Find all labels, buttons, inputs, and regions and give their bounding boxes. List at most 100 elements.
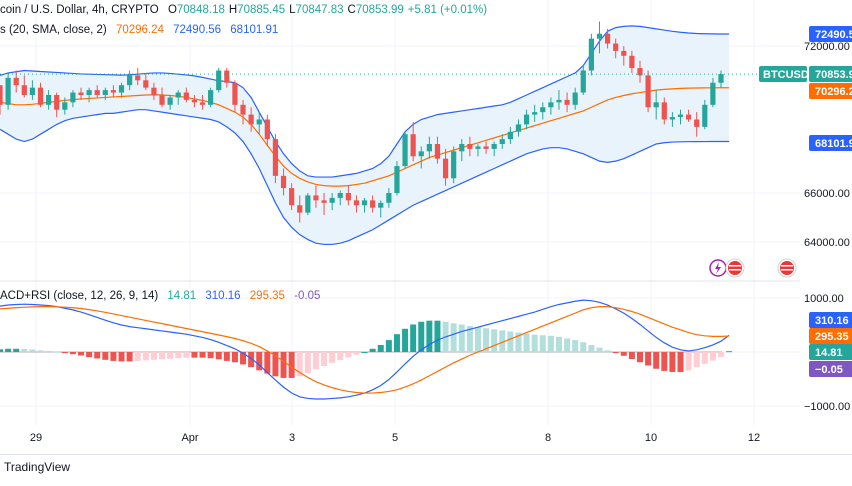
candle — [370, 195, 376, 213]
chart-icons[interactable] — [709, 258, 797, 278]
candle — [183, 87, 189, 103]
histogram-bar — [564, 338, 571, 352]
flag-fill — [728, 261, 742, 275]
price-tag-box — [809, 344, 852, 360]
histogram-bar — [183, 352, 190, 358]
candle — [621, 46, 627, 66]
candle — [46, 90, 52, 110]
histogram-bar — [458, 324, 465, 352]
candle-body — [394, 166, 400, 193]
candle — [548, 97, 554, 115]
histogram-bar — [134, 352, 141, 361]
candle — [62, 97, 68, 115]
histogram-bar — [418, 321, 425, 352]
bb-legend[interactable]: s (20, SMA, close, 2) 70296.24 72490.56 … — [0, 24, 284, 36]
event-icon-group[interactable] — [709, 258, 797, 278]
histogram-bar — [636, 352, 643, 363]
histogram-bar — [434, 320, 441, 352]
candle-body — [661, 102, 667, 120]
candle-body — [515, 124, 522, 132]
bb-upper-value: 72490.56 — [173, 24, 222, 36]
histogram-bar — [410, 324, 417, 352]
close-value: 70853.99 — [355, 4, 404, 16]
candle-body — [370, 200, 376, 208]
price-tick-label: 66000.00 — [804, 188, 850, 200]
time-tick-label: 29 — [30, 432, 42, 444]
candle-body — [175, 92, 181, 98]
candle — [677, 109, 684, 125]
candle-body — [46, 95, 52, 105]
candle — [240, 99, 246, 125]
candle — [199, 95, 206, 110]
histogram-bar — [612, 352, 619, 354]
candle-body — [232, 82, 238, 105]
candle — [353, 195, 360, 213]
candle — [248, 107, 254, 132]
candle — [280, 168, 287, 196]
candle — [532, 104, 538, 122]
histogram-bar — [191, 352, 198, 358]
candle-body — [572, 92, 578, 105]
symbol-tag-box — [759, 66, 807, 82]
candle-body — [596, 33, 603, 39]
brand-footer[interactable]: TradingView — [4, 460, 70, 474]
histogram-bar — [377, 344, 384, 352]
time-tick-label: 8 — [545, 432, 551, 444]
candle-body — [694, 119, 700, 127]
macd-tick-label: 1000.00 — [804, 293, 844, 305]
candle — [661, 97, 667, 125]
candle-body — [305, 195, 311, 213]
candle — [378, 200, 384, 218]
candle-body — [523, 114, 530, 125]
flag-stripe — [781, 269, 793, 271]
candle-body — [442, 158, 449, 179]
candle — [5, 72, 11, 110]
histogram-bar — [53, 351, 60, 353]
histogram-bar — [345, 352, 352, 358]
histogram-bar — [450, 323, 457, 352]
histogram-bar — [531, 334, 538, 352]
candle — [491, 141, 497, 157]
histogram-bar — [499, 330, 506, 352]
candle — [297, 195, 303, 223]
histogram-bar — [61, 352, 68, 354]
candle-body — [353, 200, 360, 206]
candle-body — [143, 80, 149, 88]
macd-legend-name: ACD+RSI (close, 12, 26, 9, 14) — [0, 290, 159, 302]
bb-legend-name: s (20, SMA, close, 2) — [0, 24, 107, 36]
time-tick-label: Apr — [181, 432, 198, 444]
symbol-tag: BTCUSD — [759, 66, 809, 82]
flag-stripe — [781, 265, 793, 267]
macd-legend[interactable]: ACD+RSI (close, 12, 26, 9, 14) 14.81 310… — [0, 290, 326, 302]
candle — [305, 193, 311, 216]
candle-body — [677, 114, 684, 118]
candle-body — [564, 99, 570, 105]
candle-body — [426, 144, 432, 152]
candle-body — [167, 97, 173, 105]
open-value: 70848.18 — [176, 4, 225, 16]
histogram-bar — [321, 352, 328, 367]
rsi-tag: −0.05 — [809, 361, 852, 377]
candle-body — [702, 104, 708, 127]
histogram-bar — [199, 352, 206, 358]
candle-body — [54, 95, 60, 110]
price-tag-text: 310.16 — [815, 315, 849, 327]
histogram-bar — [701, 352, 708, 364]
candle-body — [629, 55, 635, 69]
histogram-bar — [491, 329, 498, 352]
price-tag-text: 70296.24 — [815, 86, 852, 98]
candle — [442, 148, 449, 186]
candle — [451, 146, 457, 184]
candle — [459, 139, 465, 162]
axes: 72000.00 66000.00 64000.00 1000.00 −1000.00 2… — [30, 26, 852, 444]
signal-tag: 295.35 — [809, 328, 852, 344]
price-tag-text: 295.35 — [815, 331, 849, 343]
candle-body — [710, 82, 716, 105]
flag-stripe — [729, 269, 741, 271]
candle-body — [248, 114, 254, 125]
price-tag-box — [809, 312, 852, 328]
candle — [256, 112, 262, 135]
candle-body — [410, 134, 416, 157]
brand-name: TradingView — [4, 460, 71, 474]
